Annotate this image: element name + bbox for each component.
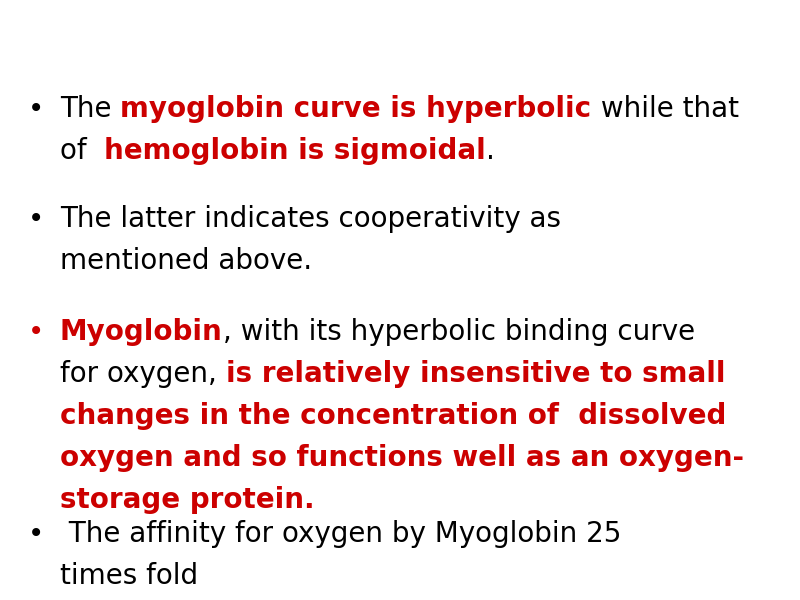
Text: is relatively insensitive to small: is relatively insensitive to small: [226, 360, 726, 388]
Text: The affinity for oxygen by Myoglobin 25: The affinity for oxygen by Myoglobin 25: [60, 520, 622, 548]
Text: hemoglobin is sigmoidal: hemoglobin is sigmoidal: [104, 137, 486, 165]
Text: of: of: [60, 137, 104, 165]
Text: Myoglobin: Myoglobin: [60, 318, 222, 346]
Text: The: The: [60, 95, 120, 123]
Text: myoglobin curve is hyperbolic: myoglobin curve is hyperbolic: [120, 95, 591, 123]
Text: storage protein.: storage protein.: [60, 486, 314, 514]
Text: •: •: [28, 205, 44, 233]
Text: .: .: [486, 137, 495, 165]
Text: , with its hyperbolic binding curve: , with its hyperbolic binding curve: [222, 318, 695, 346]
Text: times fold: times fold: [60, 562, 198, 590]
Text: The latter indicates cooperativity as: The latter indicates cooperativity as: [60, 205, 561, 233]
Text: changes in the concentration of  dissolved: changes in the concentration of dissolve…: [60, 402, 726, 430]
Text: •: •: [28, 95, 44, 123]
Text: oxygen and so functions well as an oxygen-: oxygen and so functions well as an oxyge…: [60, 444, 744, 472]
Text: •: •: [28, 520, 44, 548]
Text: •: •: [28, 318, 44, 346]
Text: mentioned above.: mentioned above.: [60, 247, 312, 275]
Text: for oxygen,: for oxygen,: [60, 360, 226, 388]
Text: while that: while that: [591, 95, 738, 123]
